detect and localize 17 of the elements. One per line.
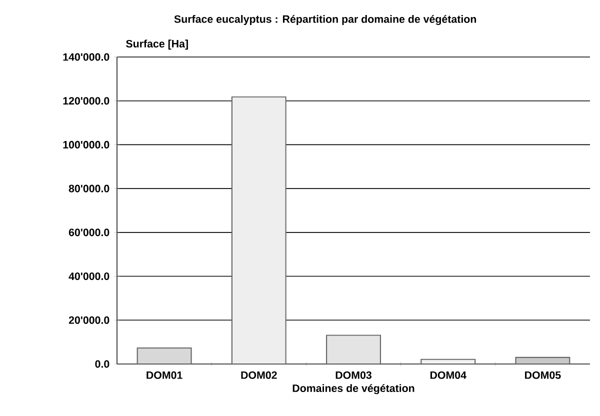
- y-tick-label: 40'000.0: [68, 272, 110, 280]
- x-axis-title: Domaines de végétation: [292, 384, 414, 394]
- y-tick-label: 60'000.0: [68, 228, 110, 236]
- y-tick-label: 100'000.0: [63, 140, 110, 148]
- y-tick-label: 80'000.0: [68, 184, 110, 192]
- y-axis-title: Surface [Ha]: [126, 40, 188, 50]
- x-tick-label: DOM01: [146, 371, 182, 379]
- x-tick-label: DOM05: [525, 371, 561, 379]
- bar: [326, 334, 381, 364]
- x-tick-label: DOM03: [336, 371, 372, 379]
- y-tick-label: 140'000.0: [63, 53, 110, 61]
- x-tick-label: DOM02: [241, 371, 277, 379]
- y-tick-label: 0.0: [95, 360, 110, 368]
- chart-title: Surface eucalyptus : Répartition par domaine de végétation: [174, 14, 476, 26]
- y-tick-label: 20'000.0: [68, 316, 110, 324]
- y-tick-label: 120'000.0: [63, 97, 110, 105]
- x-tick-label: DOM04: [430, 371, 466, 379]
